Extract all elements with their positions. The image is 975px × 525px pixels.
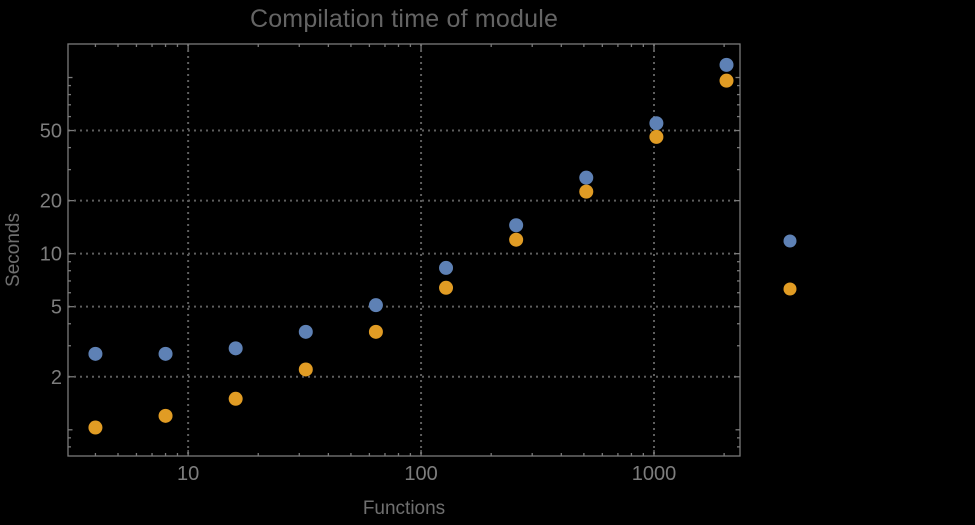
data-point-series-2-orange [228, 391, 243, 406]
plot-frame [67, 43, 741, 457]
data-point-series-1-blue [88, 346, 103, 361]
data-point-series-2-orange [649, 129, 664, 144]
data-point-series-1-blue [298, 324, 313, 339]
y-tick-label: 2 [51, 367, 62, 389]
y-tick-label: 5 [51, 297, 62, 319]
data-point-series-1-blue [228, 341, 243, 356]
data-point-series-2-orange [88, 420, 103, 435]
legend-marker-series-1-blue [783, 234, 797, 248]
data-point-series-1-blue [439, 260, 454, 275]
data-point-series-2-orange [158, 408, 173, 423]
data-point-series-1-blue [158, 346, 173, 361]
x-tick-label: 1000 [632, 463, 677, 485]
data-point-series-2-orange [439, 280, 454, 295]
data-point-series-1-blue [719, 57, 734, 72]
y-tick-label: 10 [40, 244, 62, 266]
y-axis-label: Seconds [3, 213, 24, 287]
data-point-series-2-orange [298, 362, 313, 377]
x-tick-label: 10 [177, 463, 199, 485]
data-point-series-1-blue [649, 116, 664, 131]
y-tick-label: 50 [40, 121, 62, 143]
y-tick-label: 20 [40, 191, 62, 213]
data-point-series-1-blue [509, 218, 524, 233]
x-axis-label: Functions [362, 498, 446, 519]
data-point-series-2-orange [719, 73, 734, 88]
data-point-series-2-orange [579, 184, 594, 199]
data-point-series-2-orange [368, 324, 383, 339]
x-tick-label: 100 [404, 463, 437, 485]
data-point-series-1-blue [579, 170, 594, 185]
data-point-series-2-orange [509, 232, 524, 247]
legend-marker-series-2-orange [783, 282, 797, 296]
plot-title: Compilation time of module [249, 5, 559, 33]
data-point-series-1-blue [368, 298, 383, 313]
